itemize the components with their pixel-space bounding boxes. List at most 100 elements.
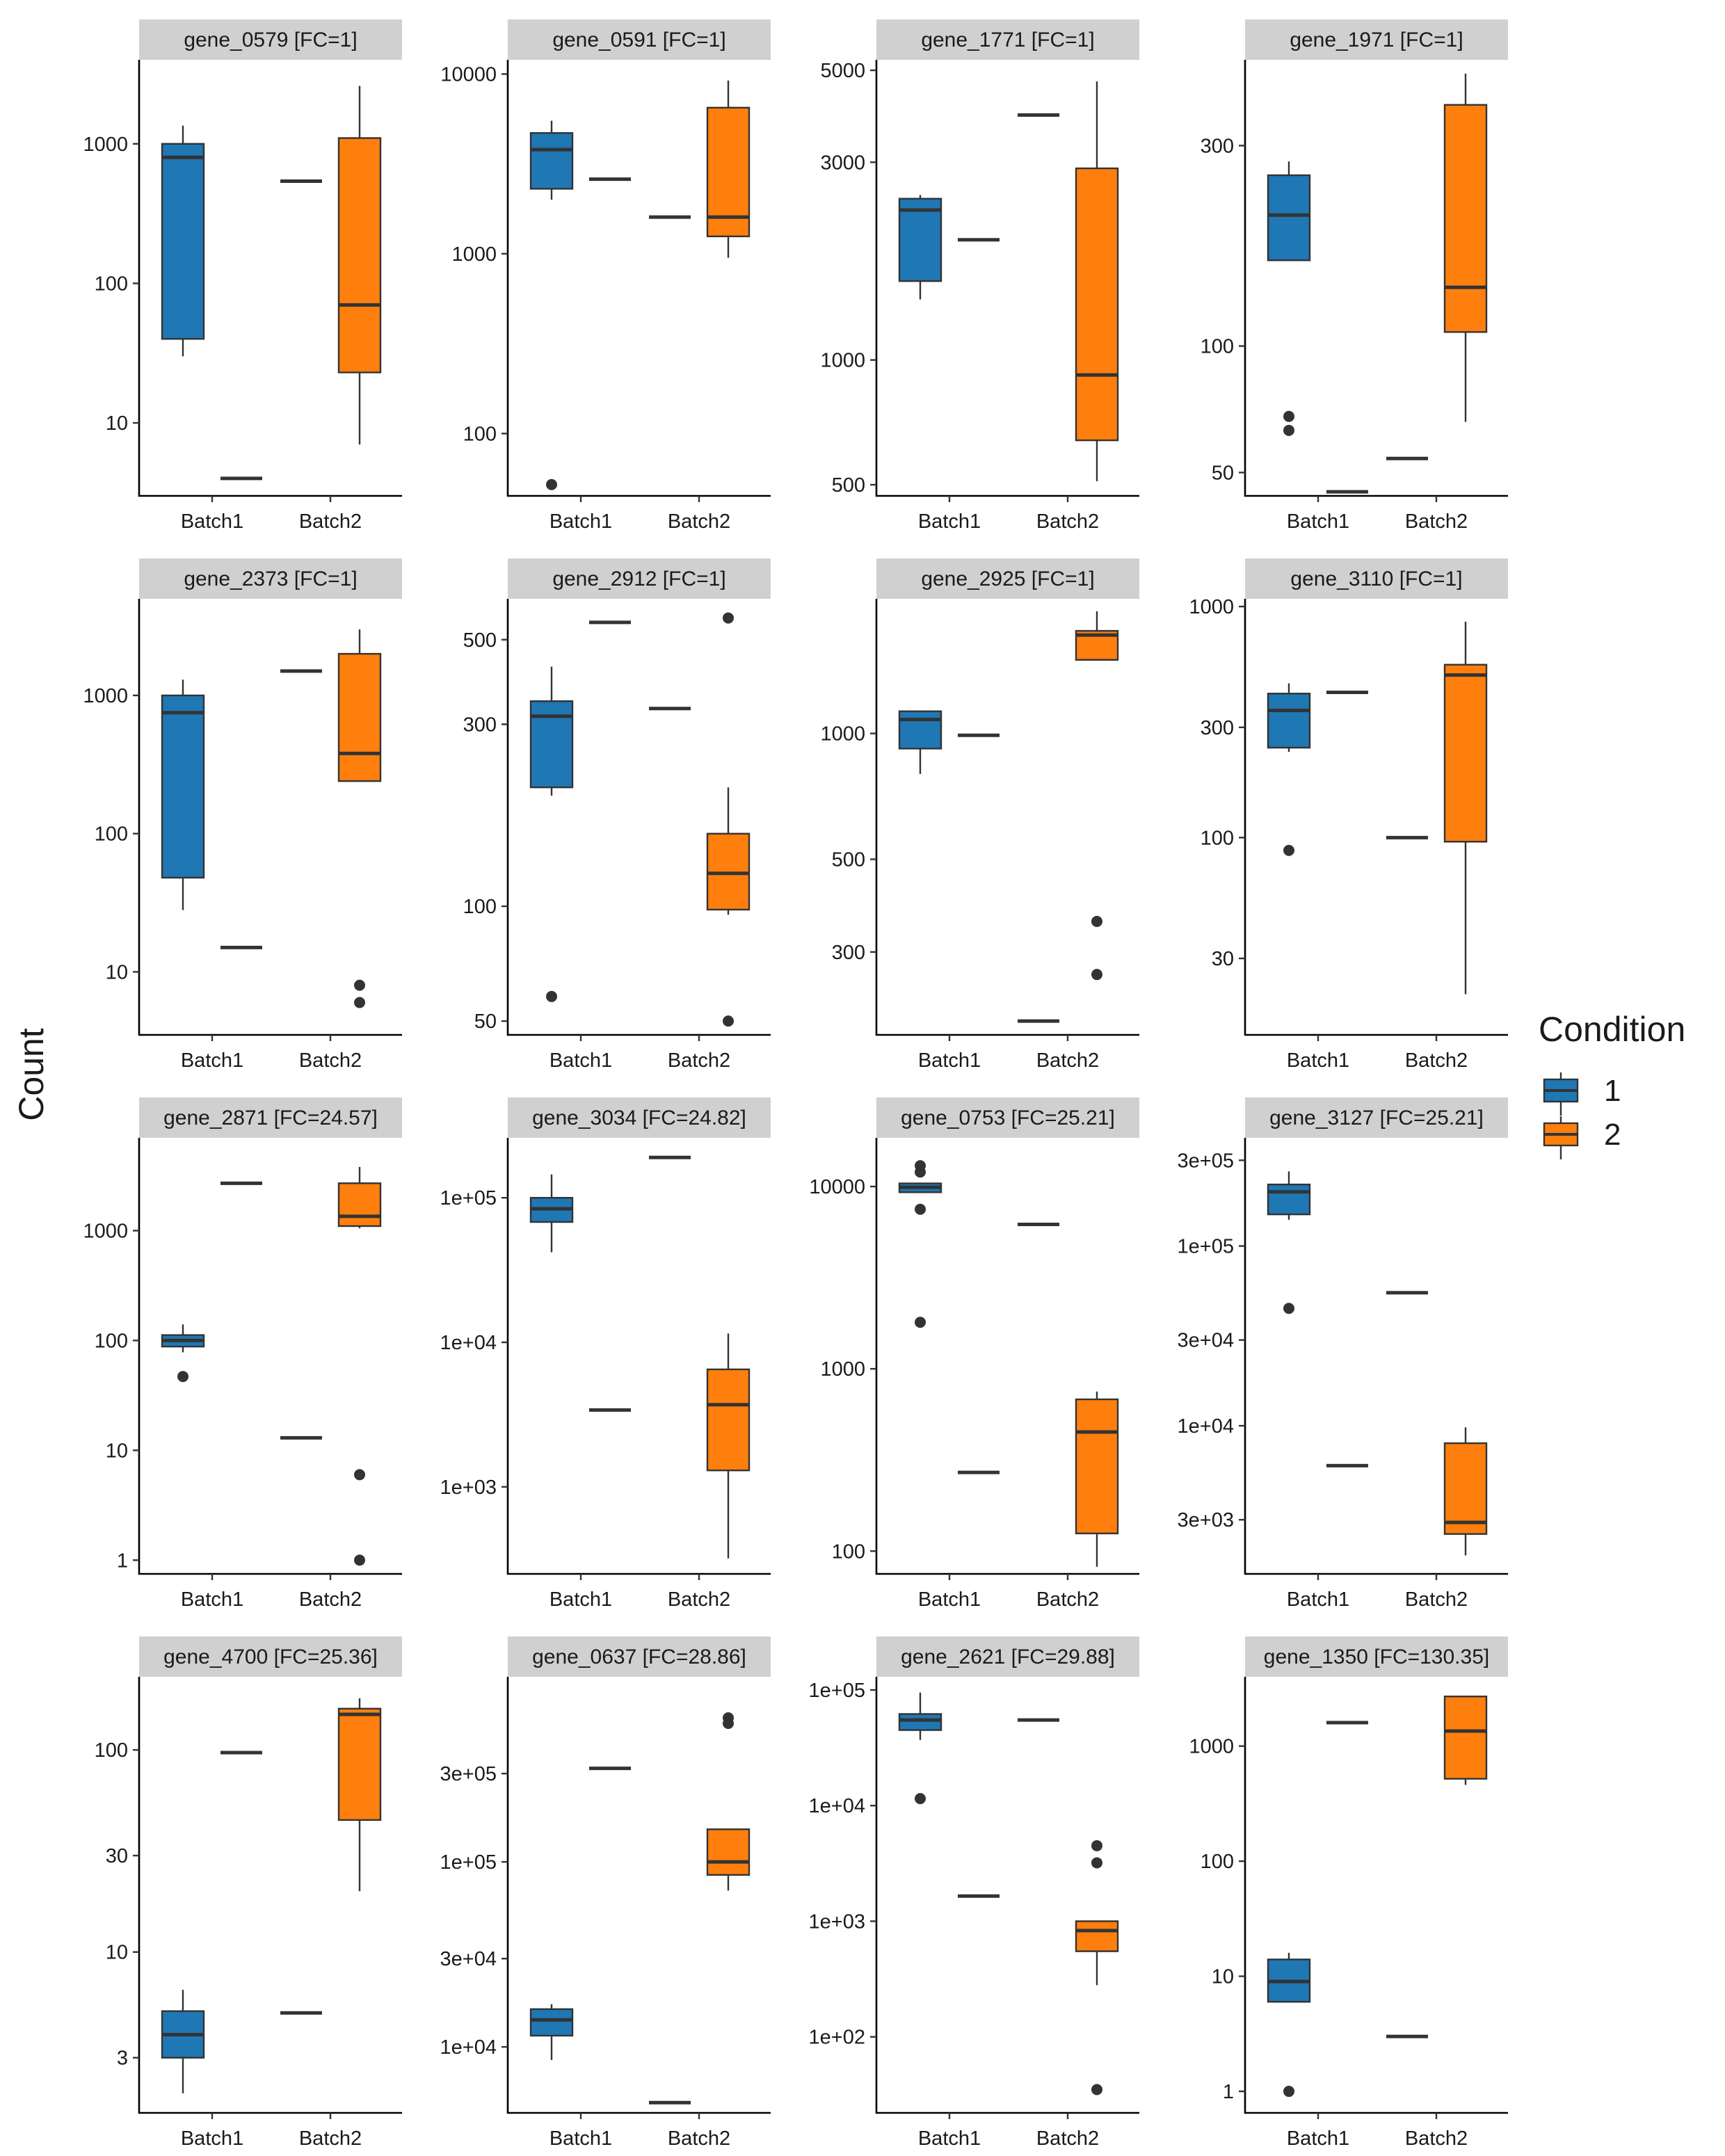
x-tick-label: Batch2 [1036, 1049, 1099, 1072]
facet-strip [139, 1097, 402, 1138]
facet-strip [876, 1636, 1139, 1677]
box-condition-2 [337, 1166, 382, 1566]
facet-strip [508, 558, 771, 599]
y-tick-label: 1e+03 [809, 1910, 865, 1933]
outlier-point [1283, 2086, 1294, 2098]
facet-strip [1245, 558, 1508, 599]
outlier-point [354, 1469, 365, 1481]
x-tick-label: Batch1 [918, 510, 981, 533]
y-tick-label: 30 [1212, 948, 1234, 970]
box-iqr [337, 652, 382, 782]
y-tick-label: 500 [832, 474, 865, 497]
box-iqr [529, 132, 574, 190]
y-axis-title: Count [12, 1028, 51, 1121]
box-condition-1 [898, 1692, 942, 1805]
facet-panel: gene_1350 [FC=130.35] 1 10 100 1000 Batch1 Bat… [1189, 1636, 1508, 2150]
x-tick-label: Batch2 [299, 2127, 362, 2150]
y-tick-label: 3000 [820, 152, 865, 174]
outlier-point [915, 1166, 926, 1178]
facet-panel: gene_2621 [FC=29.88] 1e+02 1e+03 1e+04 1e+05… [809, 1636, 1139, 2150]
y-tick-label: 1000 [83, 685, 128, 707]
x-tick-label: Batch2 [668, 1049, 730, 1072]
box-iqr [1267, 693, 1311, 749]
x-tick-label: Batch2 [1405, 1049, 1468, 1072]
y-tick-label: 100 [1201, 1851, 1234, 1873]
y-tick-label: 10 [106, 412, 128, 435]
y-tick-label: 3e+05 [1178, 1150, 1234, 1172]
box-condition-1 [161, 1990, 205, 2093]
facet-title: gene_0753 [FC=25.21] [901, 1107, 1115, 1129]
y-tick-label: 10 [106, 961, 128, 983]
y-tick-label: 10 [106, 1942, 128, 1964]
outlier-point [1283, 410, 1294, 422]
box-condition-1 [529, 666, 574, 1002]
facet-panel: gene_3127 [FC=25.21] 3e+03 1e+04 3e+04 1e+05… [1178, 1097, 1508, 1611]
y-tick-label: 1e+05 [440, 1187, 497, 1209]
facet-strip [139, 558, 402, 599]
facet-title: gene_2621 [FC=29.88] [901, 1646, 1115, 1668]
legend-title: Condition [1539, 1010, 1685, 1049]
outlier-point [1091, 2084, 1102, 2095]
y-tick-label: 1000 [83, 134, 128, 156]
y-tick-label: 10 [106, 1440, 128, 1462]
box-condition-1 [529, 1174, 574, 1253]
facet-panel: gene_0637 [FC=28.86] 1e+04 3e+04 1e+05 3e+05… [440, 1636, 771, 2150]
y-tick-label: 100 [95, 273, 128, 295]
y-tick-label: 300 [1201, 135, 1234, 157]
box-condition-1 [898, 710, 942, 774]
legend-item-2: 2 [1543, 1116, 1621, 1159]
box-condition-2 [706, 1712, 751, 1891]
facet-panel: gene_0579 [FC=1] 10 100 1000 Batch1 Batch2 [83, 19, 402, 533]
outlier-point [546, 990, 557, 1002]
facet-strip [1245, 19, 1508, 60]
x-tick-label: Batch1 [549, 510, 612, 533]
outlier-point [1283, 844, 1294, 856]
facet-title: gene_0637 [FC=28.86] [532, 1646, 746, 1668]
x-tick-label: Batch1 [549, 1588, 612, 1611]
facet-strip [876, 1097, 1139, 1138]
y-tick-label: 30 [106, 1845, 128, 1867]
box-condition-2 [1075, 1840, 1119, 2095]
outlier-point [546, 478, 557, 490]
box-iqr [898, 198, 942, 282]
facet-strip [508, 1097, 771, 1138]
box-condition-2 [337, 86, 382, 445]
facet-title: gene_2912 [FC=1] [552, 568, 725, 590]
facet-panel: gene_2871 [FC=24.57] 1 10 100 1000 Batch1 Batc… [83, 1097, 402, 1611]
box-iqr [1075, 1920, 1119, 1952]
box-condition-1 [161, 125, 205, 357]
x-tick-label: Batch1 [181, 510, 243, 533]
facet-title: gene_3110 [FC=1] [1290, 568, 1462, 590]
box-iqr [1267, 174, 1311, 262]
x-tick-label: Batch2 [1405, 510, 1468, 533]
box-iqr [337, 1182, 382, 1228]
x-tick-label: Batch2 [668, 510, 730, 533]
y-tick-label: 1000 [451, 243, 497, 266]
y-tick-label: 3 [117, 2048, 128, 2070]
y-tick-label: 300 [1201, 717, 1234, 739]
facet-title: gene_4700 [FC=25.36] [163, 1646, 378, 1668]
legend-label: 2 [1604, 1118, 1621, 1152]
y-tick-label: 300 [832, 942, 865, 964]
y-tick-label: 1e+04 [440, 2036, 497, 2059]
box-iqr [1443, 104, 1488, 333]
box-condition-2 [1443, 621, 1488, 995]
box-condition-2 [1075, 611, 1119, 981]
box-iqr [1443, 1442, 1488, 1535]
x-tick-label: Batch1 [549, 2127, 612, 2150]
x-tick-label: Batch1 [918, 2127, 981, 2150]
box-iqr [529, 2008, 574, 2037]
y-tick-label: 1e+05 [809, 1680, 865, 1702]
outlier-point [723, 612, 734, 624]
legend-label: 1 [1604, 1074, 1621, 1108]
y-tick-label: 500 [832, 848, 865, 871]
facet-panel: gene_3110 [FC=1] 30 100 300 1000 Batch1 Batch2 [1189, 558, 1508, 1072]
facet-title: gene_3034 [FC=24.82] [532, 1107, 746, 1129]
facet-strip [1245, 1636, 1508, 1677]
outlier-point [1283, 424, 1294, 436]
y-tick-label: 3e+03 [1178, 1509, 1234, 1531]
box-iqr [1075, 1398, 1119, 1535]
box-condition-1 [1267, 161, 1311, 436]
outlier-point [1283, 1303, 1294, 1314]
facet-panel: gene_0753 [FC=25.21] 100 1000 10000 Batch1 Ba… [809, 1097, 1139, 1611]
